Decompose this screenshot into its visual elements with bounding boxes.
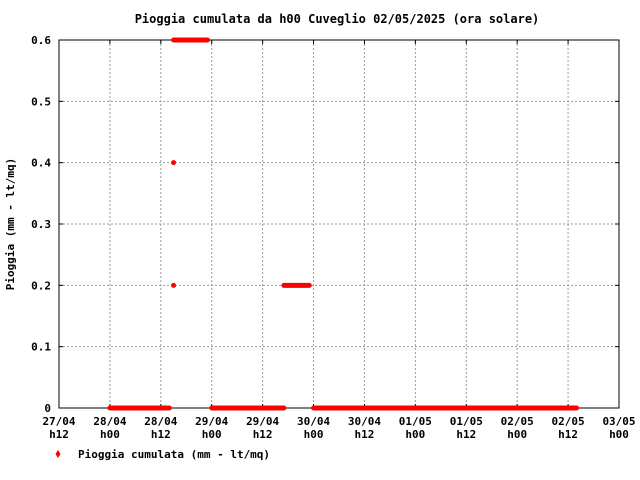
legend-label: Pioggia cumulata (mm - lt/mq): [78, 448, 270, 461]
x-tick-label-date: 30/04: [297, 415, 330, 428]
x-tick-label-hour: h12: [151, 428, 171, 441]
grid: [59, 40, 619, 408]
series-marks: [107, 37, 580, 411]
y-tick-label: 0.4: [31, 157, 51, 170]
x-tick-label-date: 28/04: [144, 415, 177, 428]
y-tick-label: 0.2: [31, 279, 51, 292]
y-tick-label: 0.5: [31, 95, 51, 108]
x-tick-label-date: 01/05: [399, 415, 432, 428]
x-tick-label-hour: h12: [355, 428, 375, 441]
x-tick-label-hour: h00: [304, 428, 324, 441]
x-tick-label-date: 29/04: [195, 415, 228, 428]
legend-marker: [55, 450, 61, 458]
x-tick-label-hour: h00: [202, 428, 222, 441]
x-tick-label-date: 29/04: [246, 415, 279, 428]
x-tick-label-hour: h12: [49, 428, 69, 441]
y-tick-label: 0.3: [31, 218, 51, 231]
y-axis-label: Pioggia (mm - lt/mq): [4, 158, 17, 290]
x-tick-label-hour: h00: [507, 428, 527, 441]
y-tick-label: 0.1: [31, 341, 51, 354]
x-tick-label-hour: h00: [609, 428, 629, 441]
y-tick-label: 0: [44, 402, 51, 415]
x-tick-label-date: 03/05: [602, 415, 635, 428]
data-point: [171, 160, 177, 166]
x-tick-label-date: 27/04: [42, 415, 75, 428]
chart-title: Pioggia cumulata da h00 Cuveglio 02/05/2…: [135, 12, 540, 26]
x-tick-label-hour: h00: [405, 428, 425, 441]
x-tick-label-date: 30/04: [348, 415, 381, 428]
x-tick-label-date: 02/05: [501, 415, 534, 428]
x-tick-label-date: 01/05: [450, 415, 483, 428]
data-point: [171, 282, 177, 288]
x-tick-label-hour: h12: [253, 428, 273, 441]
x-tick-label-hour: h00: [100, 428, 120, 441]
x-axis: 27/04h1228/04h0028/04h1229/04h0029/04h12…: [42, 40, 636, 441]
y-tick-label: 0.6: [31, 34, 51, 47]
legend: Pioggia cumulata (mm - lt/mq): [55, 448, 270, 461]
x-tick-label-date: 02/05: [552, 415, 585, 428]
x-tick-label-hour: h12: [558, 428, 578, 441]
x-tick-label-hour: h12: [456, 428, 476, 441]
y-axis: 0 0.1 0.2 0.3 0.4 0.5 0.6: [31, 34, 619, 415]
x-tick-label-date: 28/04: [93, 415, 126, 428]
